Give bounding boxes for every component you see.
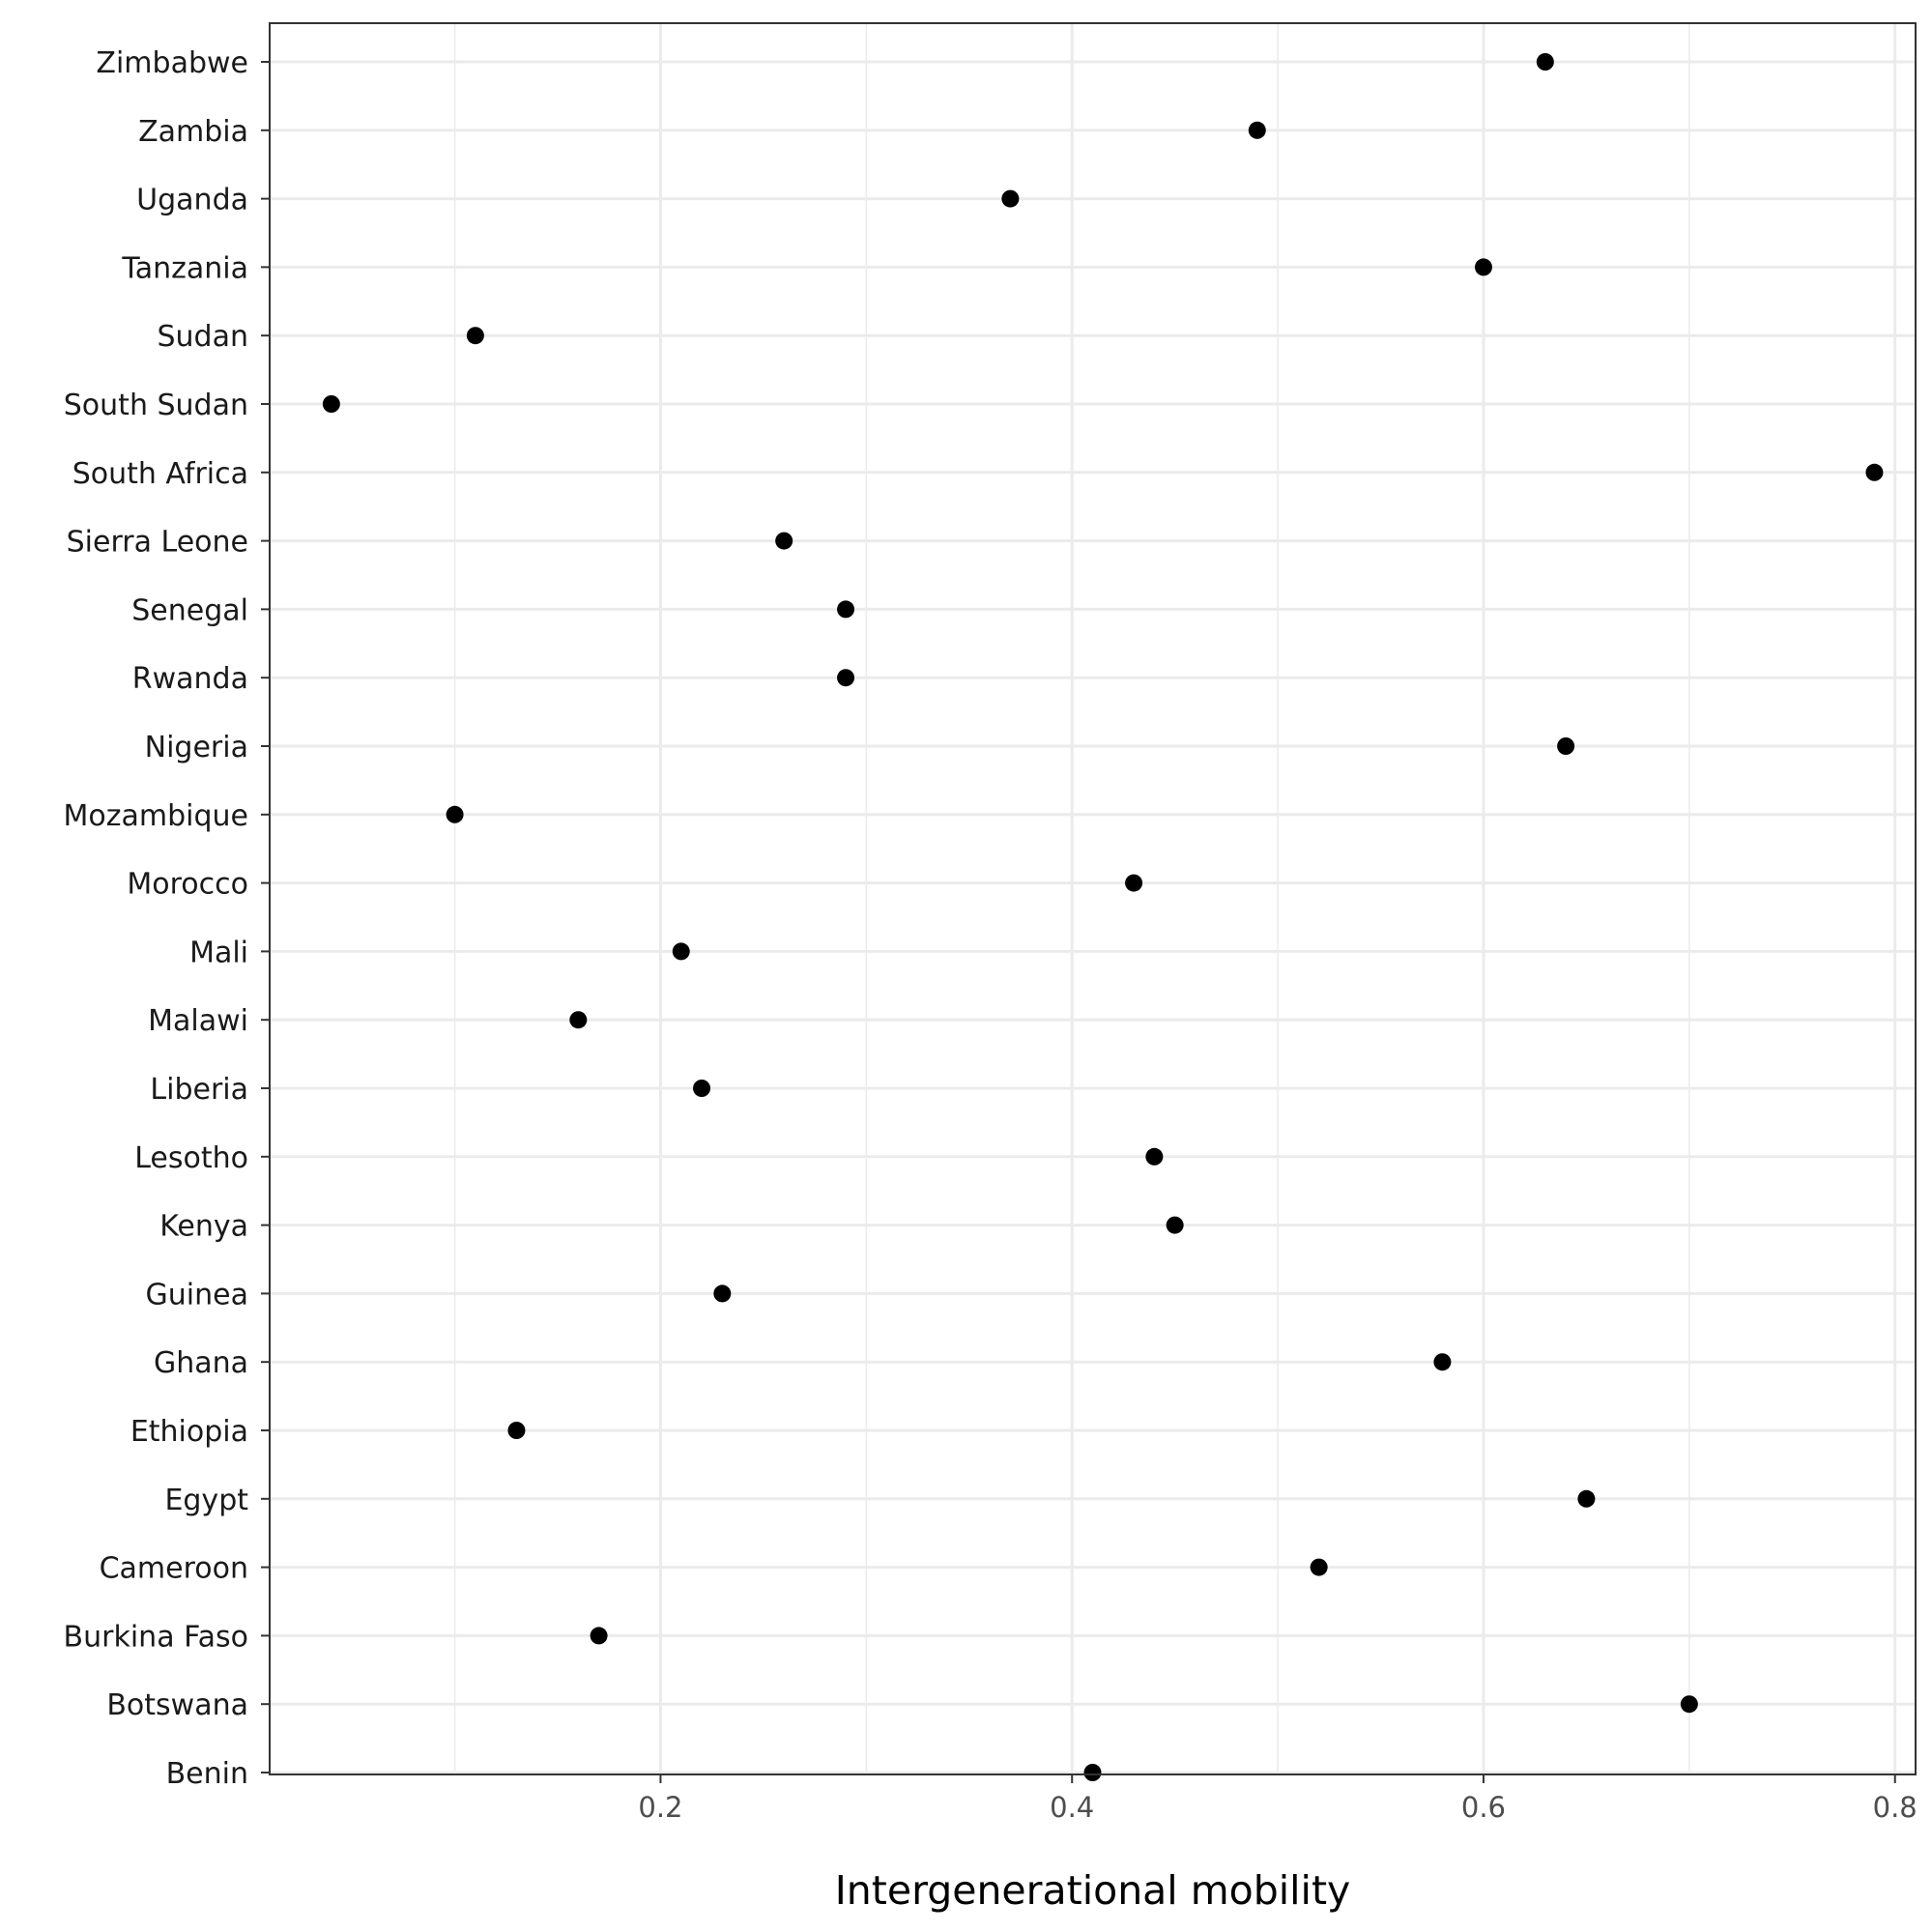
x-tick-label: 0.2 xyxy=(638,1791,682,1824)
data-point xyxy=(569,1011,588,1029)
data-point xyxy=(775,532,793,550)
data-point xyxy=(1474,258,1492,276)
data-points xyxy=(322,53,1884,1781)
y-tick-label: Uganda xyxy=(136,184,248,217)
data-point xyxy=(713,1284,732,1303)
y-tick-label: Benin xyxy=(166,1757,248,1791)
y-tick-label: Malawi xyxy=(148,1004,248,1038)
y-tick-label: Kenya xyxy=(159,1210,248,1244)
data-point xyxy=(1680,1695,1698,1714)
y-tick-label: Ethiopia xyxy=(130,1415,248,1449)
y-tick-label: Guinea xyxy=(146,1278,248,1312)
data-point xyxy=(1536,53,1554,71)
y-tick-label: Senegal xyxy=(131,593,248,627)
data-point xyxy=(1433,1353,1452,1371)
y-tick-label: Zambia xyxy=(138,115,248,149)
data-point xyxy=(322,395,340,413)
y-tick-label: Liberia xyxy=(150,1073,248,1107)
data-point xyxy=(672,942,690,961)
x-axis-labels: 0.2 0.4 0.6 0.8 xyxy=(638,1791,1917,1824)
data-point xyxy=(1083,1764,1102,1781)
data-point xyxy=(1125,874,1143,892)
data-point xyxy=(837,669,855,687)
y-tick-label: Morocco xyxy=(127,868,248,902)
y-axis-ticks xyxy=(261,61,270,1773)
y-tick-label: South Sudan xyxy=(64,389,248,422)
data-point xyxy=(837,600,855,619)
x-axis-title: Intergenerational mobility xyxy=(835,1867,1351,1914)
y-tick-label: Botswana xyxy=(106,1688,248,1722)
x-axis-ticks xyxy=(659,1774,1896,1783)
data-point xyxy=(590,1627,608,1645)
y-tick-label: Mali xyxy=(189,936,248,969)
data-point xyxy=(466,327,484,345)
y-tick-label: Burkina Faso xyxy=(64,1620,248,1654)
x-tick-label: 0.4 xyxy=(1050,1791,1094,1824)
data-point xyxy=(1577,1489,1596,1508)
data-point xyxy=(1001,189,1020,208)
data-point xyxy=(1865,463,1884,481)
data-point xyxy=(507,1422,526,1439)
data-point xyxy=(1557,737,1575,755)
data-point xyxy=(446,805,464,823)
y-tick-label: Nigeria xyxy=(145,731,248,764)
x-tick-label: 0.8 xyxy=(1873,1791,1918,1824)
data-point xyxy=(693,1080,711,1097)
data-point xyxy=(1248,121,1266,139)
y-tick-label: Zimbabwe xyxy=(96,46,248,80)
y-tick-label: Ghana xyxy=(154,1346,248,1380)
data-point xyxy=(1166,1216,1184,1234)
y-tick-label: Sudan xyxy=(158,320,249,354)
y-axis-labels: Benin Botswana Burkina Faso Cameroon Egypt Et… xyxy=(64,46,249,1791)
data-point xyxy=(1310,1558,1328,1576)
panel-border xyxy=(269,22,1917,1775)
data-point xyxy=(1145,1147,1164,1166)
y-tick-label: Mozambique xyxy=(64,799,248,833)
panel-background xyxy=(270,23,1916,1774)
y-tick-label: Sierra Leone xyxy=(67,526,248,560)
x-tick-label: 0.6 xyxy=(1461,1791,1506,1824)
y-tick-label: Rwanda xyxy=(132,662,248,696)
y-tick-label: South Africa xyxy=(72,457,248,491)
y-tick-label: Egypt xyxy=(164,1484,248,1517)
y-tick-label: Cameroon xyxy=(100,1552,248,1586)
y-tick-label: Tanzania xyxy=(121,251,248,285)
y-tick-label: Lesotho xyxy=(134,1141,248,1175)
grid-lines xyxy=(270,23,1916,1774)
